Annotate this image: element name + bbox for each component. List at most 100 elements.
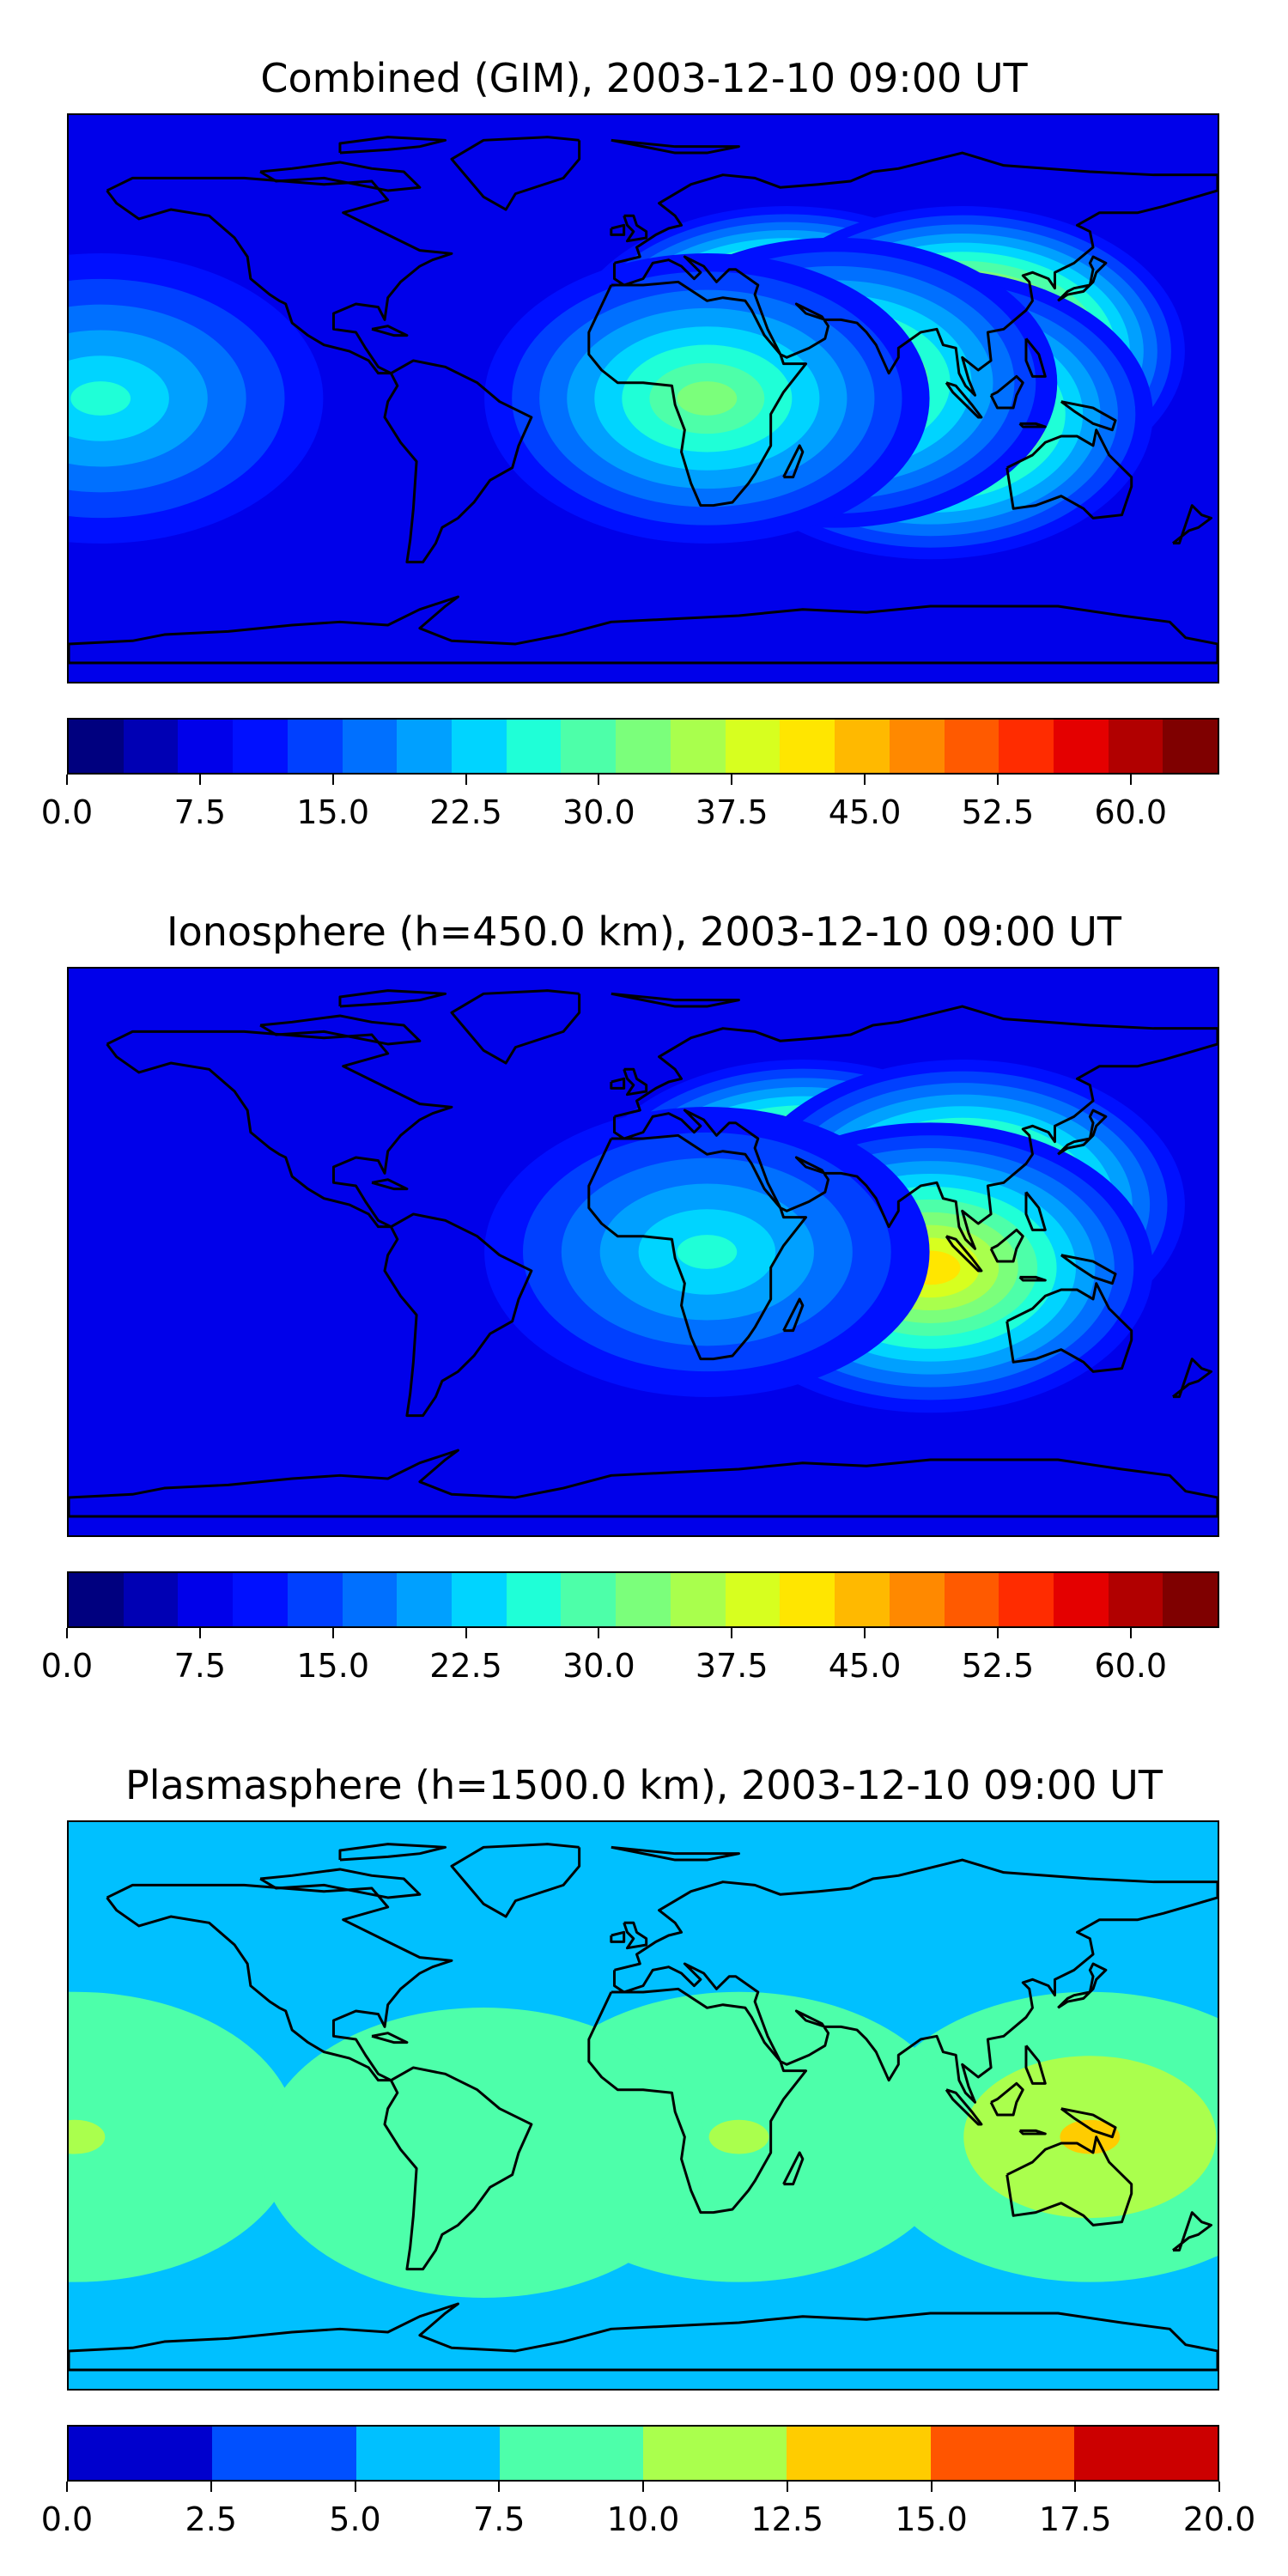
- tec-contour-band: [260, 2008, 707, 2298]
- coastline: [383, 1212, 533, 1418]
- colorbar-tick: [66, 2482, 68, 2492]
- colorbar-segment: [616, 1573, 671, 1626]
- colorbar-segment: [233, 1573, 288, 1626]
- coastline: [338, 1843, 447, 1862]
- panel-title: Plasmasphere (h=1500.0 km), 2003-12-10 0…: [125, 1762, 1163, 1808]
- colorbar-tick: [731, 1628, 733, 1638]
- colorbar-tick: [498, 2482, 501, 2492]
- coastline: [69, 1449, 1218, 1518]
- colorbar-tick-label: 22.5: [429, 1647, 502, 1685]
- colorbar-segment: [342, 1573, 398, 1626]
- panel-title: Ionosphere (h=450.0 km), 2003-12-10 09:0…: [167, 908, 1121, 955]
- tec-contour-band: [677, 1235, 738, 1269]
- coastline: [1005, 1282, 1133, 1373]
- coastline: [1060, 2107, 1117, 2139]
- coastline: [587, 280, 808, 507]
- coastline: [338, 136, 447, 155]
- coastline: [1057, 255, 1108, 302]
- colorbar-segment: [889, 720, 945, 773]
- colorbar-segment: [1108, 720, 1163, 773]
- colorbar-tick: [864, 775, 866, 785]
- coastline: [1018, 422, 1047, 428]
- colorbar-segment: [999, 720, 1054, 773]
- colorbar-segment: [725, 1573, 781, 1626]
- colorbar-segment: [944, 720, 999, 773]
- colorbar-segment: [397, 1573, 453, 1626]
- colorbar-segment: [506, 1573, 562, 1626]
- coastline: [338, 989, 447, 1008]
- colorbar-tick: [1218, 2482, 1220, 2492]
- colorbar-segment: [1073, 2427, 1218, 2480]
- colorbar-segment: [561, 1573, 617, 1626]
- coastline: [610, 1930, 626, 1943]
- colorbar-segment: [787, 2427, 931, 2480]
- tec-contour-band: [69, 1991, 298, 2282]
- colorbar-tick-label: 7.5: [173, 1647, 227, 1685]
- coastline: [1057, 1109, 1108, 1156]
- colorbar-segment: [123, 1573, 179, 1626]
- tec-contour-band: [69, 2119, 106, 2154]
- colorbar-segment: [212, 2427, 356, 2480]
- coastline: [1024, 337, 1047, 378]
- colorbar-tick-label: 17.5: [1038, 2500, 1112, 2538]
- colorbar-segment: [780, 720, 835, 773]
- coastline: [106, 176, 453, 375]
- coastline: [371, 1178, 409, 1191]
- coastline: [623, 1921, 648, 1950]
- coastline: [1060, 400, 1117, 432]
- coastline: [450, 136, 581, 211]
- coastline: [613, 1005, 1218, 1250]
- coastline: [623, 1067, 648, 1097]
- coastline: [782, 1297, 805, 1333]
- colorbar-segment: [944, 1573, 999, 1626]
- colorbar-segment: [561, 720, 617, 773]
- colorbar-tick: [465, 775, 467, 785]
- colorbar-tick-label: 10.0: [606, 2500, 680, 2538]
- colorbar-segment: [69, 2427, 213, 2480]
- colorbar-tick-label: 37.5: [695, 1647, 769, 1685]
- colorbar-tick: [996, 775, 999, 785]
- coastline: [1060, 1254, 1117, 1285]
- coastline: [945, 2088, 983, 2126]
- coastline: [989, 2081, 1024, 2117]
- coastline: [1057, 1962, 1108, 2009]
- coastline: [1024, 1191, 1047, 1231]
- coastline: [1005, 2136, 1133, 2227]
- colorbar-segment: [670, 720, 726, 773]
- tec-contour-band: [677, 381, 738, 416]
- colorbar-tick: [996, 1628, 999, 1638]
- coastline: [69, 2302, 1218, 2372]
- coastline: [106, 1030, 453, 1229]
- colorbar-tick-label: 45.0: [828, 1647, 902, 1685]
- colorbar-tick-label: 15.0: [895, 2500, 968, 2538]
- coastline: [989, 1228, 1024, 1263]
- colorbar-tick-label: 7.5: [473, 2500, 526, 2538]
- colorbar-segment: [1163, 1573, 1218, 1626]
- colorbar-tick-label: 37.5: [695, 793, 769, 831]
- coastline: [69, 595, 1218, 665]
- colorbar-tick-label: 0.0: [40, 2500, 94, 2538]
- tec-map: [67, 113, 1219, 683]
- colorbar-segment: [835, 720, 890, 773]
- colorbar-segment: [1053, 720, 1109, 773]
- coastline: [1018, 2129, 1047, 2136]
- colorbar-segment: [355, 2427, 500, 2480]
- colorbar-segment: [725, 720, 781, 773]
- coastline: [1018, 1275, 1047, 1282]
- coastline: [610, 1077, 626, 1090]
- coastline: [610, 223, 626, 236]
- colorbar-tick: [864, 1628, 866, 1638]
- colorbar-segment: [123, 720, 179, 773]
- colorbar-segment: [835, 1573, 890, 1626]
- tec-map: [67, 967, 1219, 1537]
- coastline: [383, 359, 533, 564]
- colorbar-ticks: 0.0 2.5 5.0 7.5 10.0 12.5 15.0 17.5 20.0: [41, 2482, 1255, 2538]
- colorbar-segment: [342, 720, 398, 773]
- colorbar-segment: [69, 1573, 124, 1626]
- coastline: [1024, 2044, 1047, 2085]
- colorbar-tick: [66, 1628, 68, 1638]
- colorbar-tick: [598, 775, 600, 785]
- colorbar-tick-label: 52.5: [961, 1647, 1035, 1685]
- colorbar-segment: [643, 2427, 787, 2480]
- colorbar-segment: [506, 720, 562, 773]
